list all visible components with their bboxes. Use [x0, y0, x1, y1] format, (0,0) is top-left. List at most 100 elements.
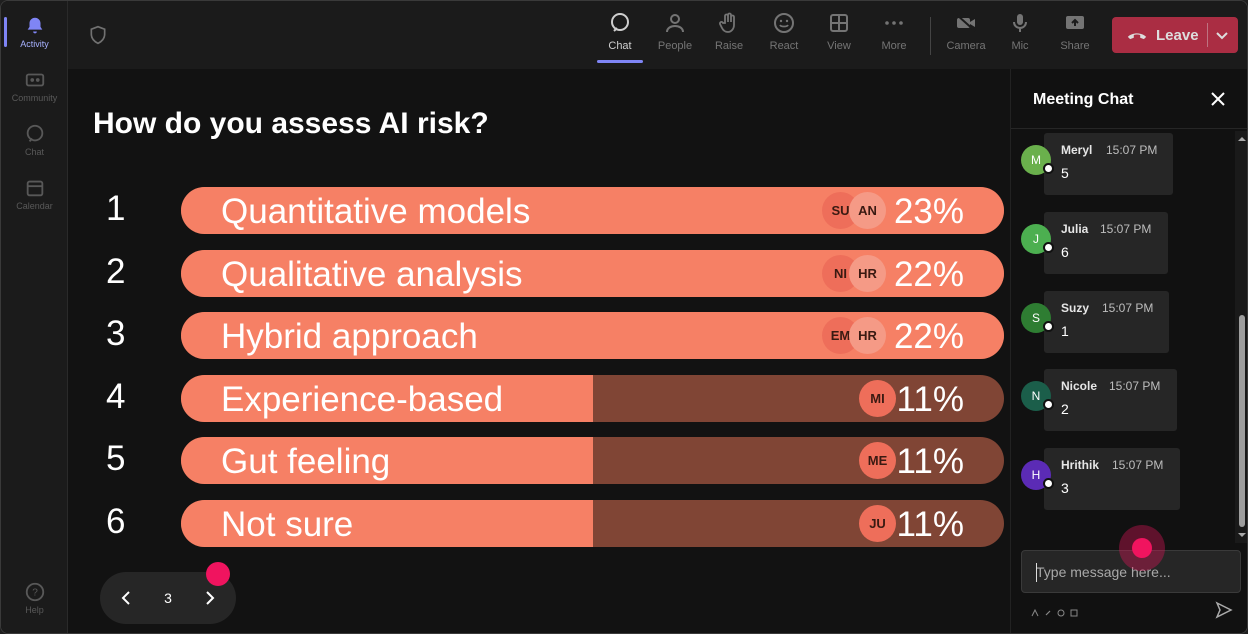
chat-message[interactable]: Meryl 15:07 PM 5: [1044, 133, 1173, 195]
message-time: 15:07 PM: [1112, 458, 1164, 472]
message-time: 15:07 PM: [1109, 379, 1161, 393]
chat-avatar[interactable]: M: [1021, 145, 1054, 175]
presence-status: [1043, 478, 1054, 489]
avatar-initial: S: [1031, 311, 1040, 325]
close-icon[interactable]: [1209, 90, 1227, 108]
react-button[interactable]: React: [759, 11, 809, 61]
rail-item-activity[interactable]: Activity: [1, 9, 68, 55]
chat-avatar[interactable]: N: [1021, 381, 1054, 411]
chat-message[interactable]: Julia 15:07 PM 6: [1044, 212, 1168, 274]
option-label: Qualitative analysis: [221, 255, 523, 294]
message-input-box: [1021, 550, 1241, 593]
more-icon: [885, 21, 903, 25]
leave-divider: [1207, 23, 1208, 47]
emoji-icon[interactable]: [1057, 604, 1065, 617]
calendar-icon: [26, 180, 43, 197]
share-screen-icon: [1066, 16, 1084, 29]
meeting-chat-panel: Meeting Chat Meryl 15:07 PM 5 M Julia 15:07 P…: [1010, 69, 1247, 633]
option-number: 2: [106, 252, 126, 291]
option-label: Not sure: [221, 505, 354, 544]
option-number: 3: [106, 314, 126, 353]
avatar-initial: H: [1031, 468, 1041, 482]
rail-item-help[interactable]: ? Help: [1, 575, 68, 621]
send-icon[interactable]: [1215, 601, 1233, 619]
pointer-indicator: [1132, 538, 1152, 558]
mic-button-label: Mic: [1011, 40, 1029, 52]
svg-text:?: ?: [32, 588, 38, 599]
share-button-label: Share: [1060, 40, 1090, 52]
voter-avatar: ME: [859, 442, 896, 479]
more-button[interactable]: More: [869, 11, 919, 61]
voter-avatar: HR: [849, 255, 886, 292]
chat-message[interactable]: Suzy 15:07 PM 1: [1044, 291, 1169, 353]
option-number: 5: [106, 439, 126, 478]
scrollbar-thumb[interactable]: [1239, 315, 1245, 527]
chat-avatar[interactable]: S: [1021, 303, 1054, 333]
toolbar-divider: [930, 17, 931, 55]
message-input[interactable]: [1022, 551, 1240, 592]
option-percent: 11%: [896, 505, 964, 544]
option-number: 1: [106, 189, 126, 228]
gif-icon[interactable]: [1070, 604, 1078, 617]
shield-icon[interactable]: [88, 25, 108, 45]
option-percent: 23%: [893, 192, 964, 231]
rail-item-calendar[interactable]: Calendar: [1, 171, 68, 217]
leave-button[interactable]: Leave: [1112, 17, 1238, 53]
format-icon[interactable]: [1031, 604, 1039, 617]
chat-scrollbar[interactable]: [1235, 131, 1247, 543]
camera-button-label: Camera: [946, 40, 986, 52]
option-fill: [181, 375, 593, 422]
text-caret: [1036, 563, 1037, 582]
option-percent: 22%: [893, 255, 964, 294]
poll-option-bar: Qualitative analysis NI HR 22%: [181, 250, 1004, 297]
chevron-left-icon[interactable]: [116, 588, 136, 608]
poll-option-bar: Experience-based MI 11%: [181, 375, 1004, 422]
app-rail: Activity Community Chat Calendar ? Help: [1, 1, 68, 633]
rail-label: Calendar: [16, 201, 53, 211]
chat-icon: [611, 13, 629, 32]
message-time: 15:07 PM: [1106, 143, 1158, 157]
help-icon: ?: [25, 582, 44, 602]
chat-avatar[interactable]: J: [1021, 224, 1054, 254]
chat-title: Meeting Chat: [1033, 91, 1134, 108]
option-label: Gut feeling: [221, 442, 391, 481]
click-indicator: [206, 562, 230, 586]
view-button[interactable]: View: [814, 11, 864, 61]
poll-question: How do you assess AI risk?: [93, 107, 489, 140]
compose-tools: [1031, 604, 1078, 617]
message-text: 3: [1061, 480, 1069, 496]
option-number: 6: [106, 502, 126, 541]
message-text: 1: [1061, 323, 1069, 339]
chevron-down-icon[interactable]: [1214, 27, 1230, 43]
people-button[interactable]: People: [650, 11, 700, 61]
rail-item-community[interactable]: Community: [1, 63, 68, 109]
mic-button[interactable]: Mic: [995, 11, 1045, 61]
attach-icon[interactable]: [1044, 604, 1052, 616]
message-time: 15:07 PM: [1100, 222, 1152, 236]
scroll-up-icon[interactable]: [1238, 135, 1246, 143]
chat-message[interactable]: Hrithik 15:07 PM 3: [1044, 448, 1180, 510]
avatar-initial: J: [1033, 232, 1039, 246]
chat-button[interactable]: Chat: [595, 11, 645, 63]
chat-button-label: Chat: [608, 40, 632, 52]
option-fill: [181, 500, 593, 547]
message-text: 5: [1061, 165, 1069, 181]
community-icon: [25, 73, 44, 87]
chat-avatar[interactable]: H: [1021, 460, 1054, 490]
camera-button[interactable]: Camera: [941, 11, 991, 61]
option-label: Quantitative models: [221, 192, 531, 231]
chat-message[interactable]: Nicole 15:07 PM 2: [1044, 369, 1177, 431]
grid-icon: [830, 14, 848, 32]
chevron-right-icon[interactable]: [200, 588, 220, 608]
raise-hand-button[interactable]: Raise: [704, 11, 754, 61]
scroll-down-icon[interactable]: [1238, 531, 1246, 539]
message-text: 6: [1061, 244, 1069, 260]
avatar-initial: N: [1031, 389, 1041, 403]
people-button-label: People: [657, 40, 693, 52]
share-button[interactable]: Share: [1050, 11, 1100, 61]
rail-item-chat[interactable]: Chat: [1, 117, 68, 163]
message-sender: Julia: [1061, 222, 1089, 236]
page-number: 3: [164, 590, 172, 606]
rail-label: Activity: [20, 39, 49, 49]
